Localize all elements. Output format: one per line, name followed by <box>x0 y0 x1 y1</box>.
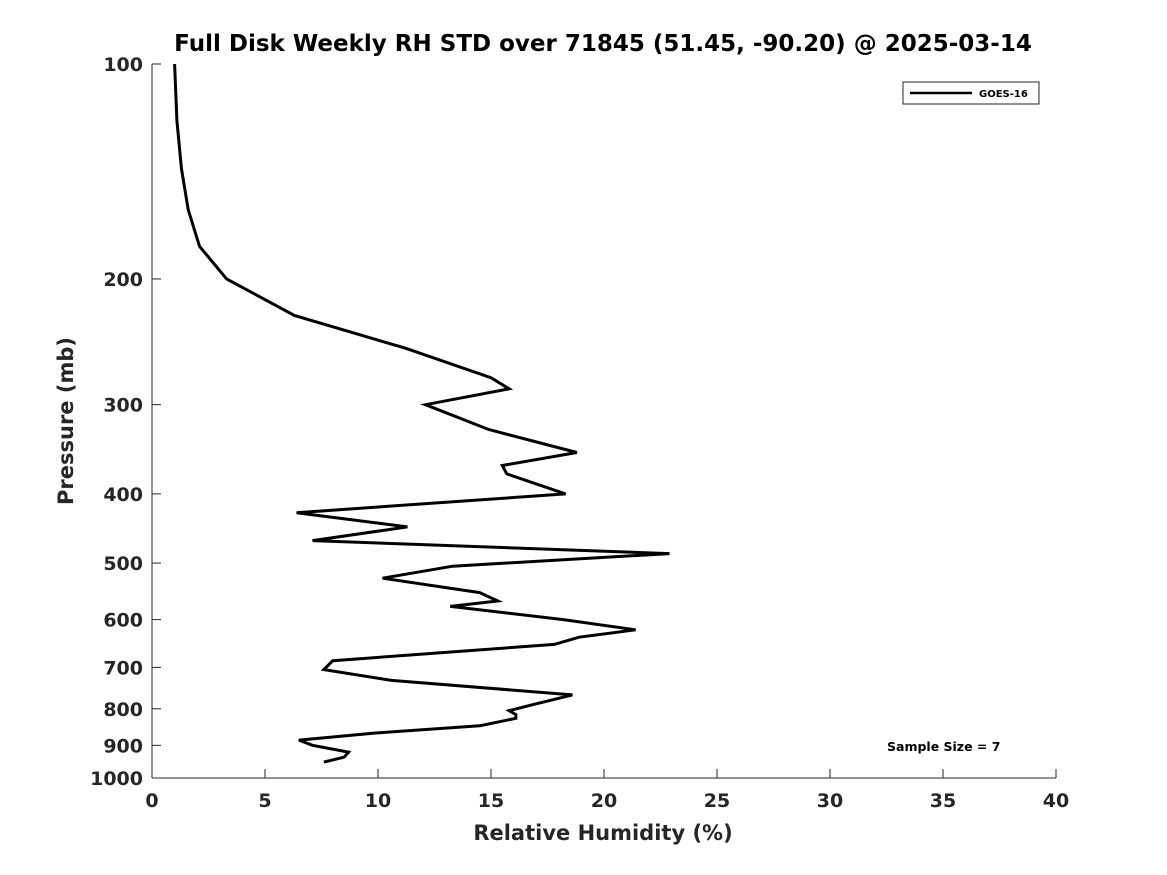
y-tick-label: 100 <box>103 54 143 76</box>
series-line-goes-16 <box>173 63 670 764</box>
y-tick-label: 300 <box>103 395 143 417</box>
x-tick-label: 5 <box>258 790 271 812</box>
y-axis-ticks: 100 200 300 400 500 600 700 800 900 1000 <box>90 54 161 790</box>
x-tick-label: 20 <box>591 790 617 812</box>
chart-title: Full Disk Weekly RH STD over 71845 (51.4… <box>174 31 1032 57</box>
y-axis-label: Pressure (mb) <box>54 337 78 505</box>
x-tick-label: 40 <box>1043 790 1069 812</box>
x-axis-ticks: 0 5 10 15 20 25 30 35 40 <box>145 769 1069 812</box>
x-tick-label: 0 <box>145 790 158 812</box>
x-tick-label: 30 <box>817 790 843 812</box>
series-group <box>173 63 670 764</box>
y-tick-label: 200 <box>103 269 143 291</box>
y-tick-label: 500 <box>103 553 143 575</box>
x-axis-label: Relative Humidity (%) <box>473 821 732 845</box>
x-tick-label: 35 <box>930 790 956 812</box>
y-tick-label: 1000 <box>90 768 143 790</box>
y-tick-label: 800 <box>103 699 143 721</box>
plot-area: 0 5 10 15 20 25 30 35 40 100 200 300 400 500 600 700 80… <box>90 54 1069 812</box>
legend: GOES-16 <box>902 81 1040 105</box>
y-tick-label: 400 <box>103 484 143 506</box>
sample-size-annotation: Sample Size = 7 <box>887 739 1000 754</box>
y-tick-label: 600 <box>103 610 143 632</box>
x-tick-label: 10 <box>365 790 391 812</box>
legend-label-goes-16: GOES-16 <box>979 89 1028 100</box>
y-tick-label: 900 <box>103 735 143 757</box>
x-tick-label: 25 <box>704 790 730 812</box>
x-tick-label: 15 <box>478 790 504 812</box>
y-tick-label: 700 <box>103 657 143 679</box>
